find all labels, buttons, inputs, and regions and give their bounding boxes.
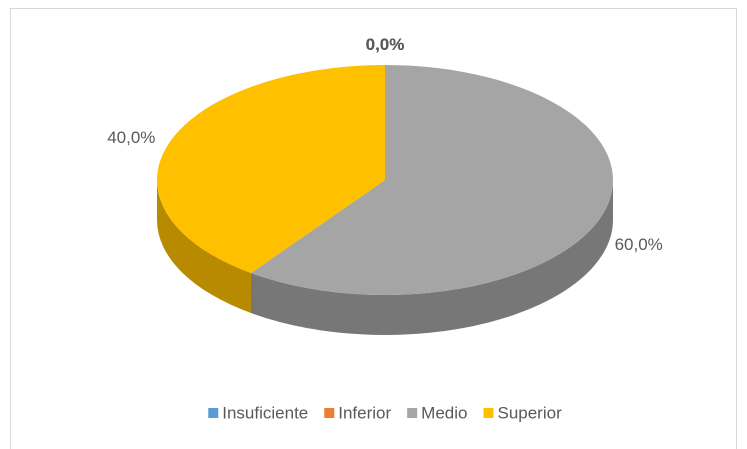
pie-tops bbox=[157, 65, 614, 296]
legend-label: Medio bbox=[421, 403, 467, 422]
legend-item: Insuficiente bbox=[208, 403, 308, 422]
pie-slice bbox=[157, 65, 385, 274]
legend-swatch bbox=[324, 408, 335, 418]
pie-side bbox=[250, 180, 613, 335]
legend-swatch bbox=[407, 408, 418, 418]
legend-swatch bbox=[208, 408, 219, 418]
legend: Insuficiente Inferior Medio Superior bbox=[208, 403, 562, 422]
legend-item: Medio bbox=[407, 403, 467, 422]
legend-label: Insuficiente bbox=[222, 403, 308, 422]
legend-label: Superior bbox=[497, 403, 562, 422]
data-label: 0,0% bbox=[366, 35, 405, 54]
legend-item: Inferior bbox=[324, 403, 391, 422]
data-labels: 0,0%0,0%60,0%40,0% bbox=[107, 35, 663, 254]
legend-swatch bbox=[483, 408, 494, 418]
data-label: 60,0% bbox=[615, 235, 663, 254]
data-label: 40,0% bbox=[107, 128, 155, 147]
pie-slice bbox=[250, 65, 614, 296]
pie-side bbox=[157, 180, 251, 314]
legend-label: Inferior bbox=[338, 403, 391, 422]
legend-item: Superior bbox=[483, 403, 562, 422]
pie-sides bbox=[157, 180, 613, 335]
data-label: 0,0% bbox=[366, 35, 405, 54]
